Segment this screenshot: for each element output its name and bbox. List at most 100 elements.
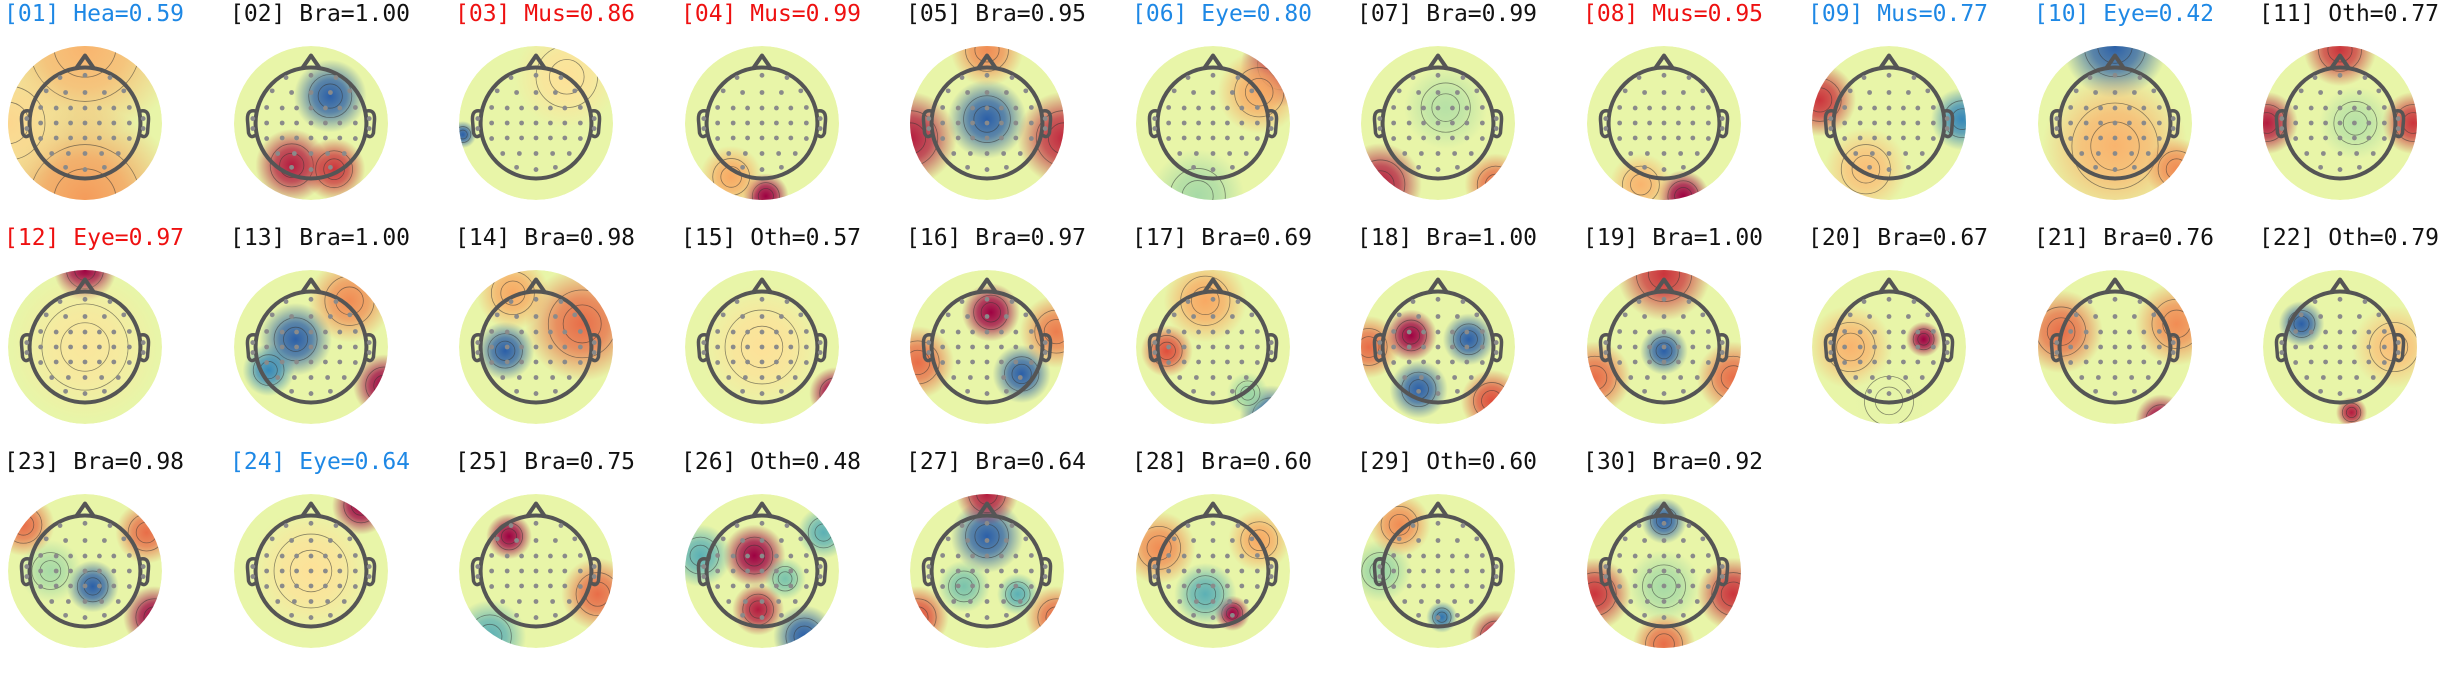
sensor-dot [1225,120,1230,126]
sensor-dot [1690,329,1696,335]
sensor-dot [1406,135,1412,141]
sensor-dot [1617,584,1623,589]
component-index: [26] [681,449,737,475]
sensor-dot [1239,135,1245,141]
sensor-dot [1181,135,1187,141]
sensor-dot [1418,151,1424,156]
activation-blob [1905,321,1942,357]
sensor-dot [726,375,732,380]
sensor-dot [1023,88,1029,94]
sensor-dot [24,340,30,345]
component-class-score: Bra=0.67 [1877,225,1989,251]
sensor-dot [970,553,975,559]
sensor-dot [2366,105,2372,111]
sensor-dot [2293,120,2299,126]
sensor-dot [533,329,539,335]
contour-line [2318,46,2362,72]
sensor-dot [516,375,522,380]
sensor-dot [1028,568,1034,574]
sensor-dot [2087,75,2093,80]
sensor-dot [1872,344,1877,350]
sensor-dot [1468,375,1474,380]
sensor-dot [65,151,71,156]
sensor-dot [294,120,299,126]
sensor-dot [38,360,44,365]
sensor-dot [553,612,558,618]
sensor-dot [798,536,804,542]
sensor-dot [494,88,500,94]
sensor-dot [788,568,794,574]
sensor-dot [759,296,765,302]
sensor-dot [1166,105,1172,110]
sensor-dot [2337,314,2343,319]
component-space [1412,225,1426,251]
sensor-dot [1421,583,1426,589]
sensor-dot [2083,105,2089,111]
sensor-dot [2151,312,2157,318]
sensor-dot [1603,350,1609,355]
sensor-dot [1828,126,1834,131]
component-space [961,449,975,475]
head-outline [478,289,594,405]
right-ear-outline [365,332,377,363]
sensor-dot [1479,568,1485,574]
component-index: [02] [230,1,286,27]
component-label: [13] Bra=1.00 [230,224,410,252]
head-outline [2282,65,2398,181]
activation-blob [476,321,535,380]
component-cell: [23] Bra=0.98 [0,448,225,673]
sensor-dot [352,584,358,589]
sensor-dot [2068,344,2074,350]
sensor-dot [788,583,794,589]
sensor-dot [1901,105,1906,111]
head-outline [27,289,143,405]
sensor-dot [2141,359,2147,365]
sensor-dot [1023,536,1029,542]
component-label: [01] Hea=0.59 [4,0,184,28]
contour-line [1836,332,1865,362]
sensor-dot [1681,90,1686,95]
sensor-dot [38,329,44,334]
sensor-dot [788,120,794,126]
sensor-dot [1705,344,1711,350]
sensor-dot [2395,116,2401,121]
sensor-dot [347,88,353,94]
sensor-dot [817,340,823,345]
sensor-dot [2145,375,2151,380]
contour-line [8,85,46,161]
sensor-dot [926,564,932,569]
sensor-dot [562,583,568,589]
head-outline [1380,289,1496,405]
nose-outline [1202,277,1224,294]
sensor-dot [323,120,328,126]
topomap [8,270,162,424]
sensor-dot [701,574,707,579]
sensor-dot [475,340,481,345]
sensor-dot [2293,136,2299,141]
activation-blob [950,46,1024,87]
sensor-dot [759,375,765,380]
sensor-dot [566,375,572,380]
component-class-score: Bra=0.99 [1426,1,1538,27]
sensor-dot [730,583,736,589]
sensor-dot [1166,344,1172,350]
sensor-dot [984,520,990,526]
contour-line [2327,46,2353,63]
sensor-dot [1377,564,1383,569]
contour-line [1234,380,1261,406]
sensor-dot [955,120,961,126]
activation-blob [1404,66,1488,150]
sensor-dot [1004,90,1009,95]
sensor-dot [1603,574,1609,579]
sensor-dot [742,151,748,156]
contour-line [1401,326,1421,345]
sensor-dot [1464,568,1470,574]
sensor-dot [2357,164,2362,170]
sensor-dot [1661,296,1667,302]
sensor-dot [533,120,539,126]
left-ear-outline [1147,332,1159,363]
nose-outline [2104,277,2126,294]
component-label: [21] Bra=0.76 [2034,224,2214,252]
sensor-dot [2293,344,2299,350]
right-ear-outline [2394,108,2406,139]
